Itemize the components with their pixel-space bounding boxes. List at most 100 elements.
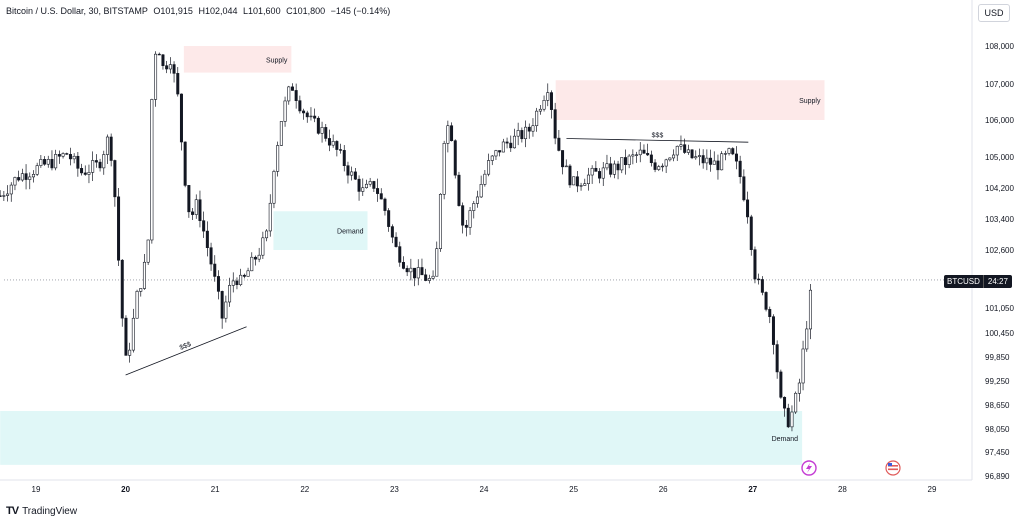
demand-zone-3 (0, 411, 803, 465)
candle (746, 191, 750, 224)
candle (242, 273, 246, 279)
candle (154, 51, 158, 107)
date-tick-label: 25 (569, 485, 578, 494)
candle (213, 255, 217, 282)
price-tick-label: 96,890 (985, 472, 1010, 481)
candle (405, 265, 409, 277)
candle (324, 124, 328, 142)
liquidity-label-1: $$$ (651, 132, 663, 139)
candle (635, 151, 639, 163)
candle (305, 110, 309, 123)
candle (76, 152, 80, 177)
candle (220, 290, 224, 329)
candle (216, 270, 220, 300)
candle (520, 127, 524, 143)
candle (760, 276, 764, 296)
demand-zone-label-3: Demand (772, 436, 799, 443)
candle (401, 256, 405, 270)
candle (516, 122, 520, 146)
date-tick-label: 23 (390, 485, 399, 494)
price-tag-symbol: BTCUSD (944, 275, 983, 288)
candle (309, 107, 313, 121)
candle (690, 149, 694, 160)
candle (538, 105, 542, 115)
candle (594, 161, 598, 172)
candle (598, 168, 602, 184)
candle (709, 149, 713, 172)
branding[interactable]: TV TradingView (6, 505, 77, 517)
candle (675, 145, 679, 161)
candle (72, 153, 76, 164)
candle (498, 150, 502, 157)
candle (631, 149, 635, 165)
liquidity-trendline-0 (125, 326, 247, 376)
supply-zone-0 (183, 46, 292, 73)
candle (483, 169, 487, 187)
candle (83, 165, 87, 176)
candle (98, 158, 102, 172)
candle (383, 197, 387, 216)
event-us-flag-icon[interactable] (885, 460, 901, 476)
candle (276, 141, 280, 177)
trendlines-layer: $$$ $$$ (4, 132, 944, 376)
candle (172, 61, 176, 83)
event-lightning-icon[interactable] (801, 460, 817, 476)
candle (109, 133, 113, 167)
candle (716, 154, 720, 180)
candle (779, 369, 783, 399)
price-axis[interactable]: 108,000 107,000 106,000 105,000 104,200 103,4… (971, 0, 1014, 481)
candle (509, 135, 513, 152)
candle (757, 273, 761, 285)
candle (657, 164, 661, 172)
candle (701, 149, 705, 169)
candle (742, 169, 746, 202)
candle (339, 143, 343, 154)
date-tick-label: 24 (480, 485, 489, 494)
candle (257, 247, 261, 263)
candle (601, 162, 605, 186)
candle (268, 194, 272, 237)
candle (660, 163, 664, 172)
candle (176, 67, 180, 97)
date-tick-label: 20 (121, 485, 130, 494)
candle (616, 160, 620, 180)
candle (57, 150, 61, 164)
candle (605, 154, 609, 171)
candle (316, 116, 320, 135)
supply-zone-1 (555, 80, 825, 120)
candle (424, 268, 428, 282)
candle (168, 57, 172, 74)
candle (720, 151, 724, 171)
candle (797, 378, 801, 402)
ohlc-close: C101,800 (286, 6, 326, 16)
candle (557, 130, 561, 152)
candle (801, 340, 805, 391)
currency-button[interactable]: USD (978, 4, 1010, 22)
candle (246, 267, 250, 277)
ohlc-low: L101,600 (243, 6, 281, 16)
time-axis[interactable]: 19 20 21 22 23 24 25 26 27 28 29 (0, 479, 972, 494)
candle (120, 259, 124, 327)
candle (131, 308, 135, 353)
candle (438, 193, 442, 252)
price-tick-label: 108,000 (985, 42, 1014, 51)
candle (298, 95, 302, 114)
candle (564, 159, 568, 168)
candle (627, 154, 631, 169)
candle (2, 191, 6, 201)
liquidity-trendline-1 (566, 138, 749, 143)
candle (361, 178, 365, 196)
candle (28, 172, 32, 190)
candle (46, 155, 50, 168)
candle (6, 185, 10, 202)
candle (734, 146, 738, 170)
candle (80, 163, 84, 176)
candle (335, 140, 339, 157)
candle (283, 96, 287, 127)
candle (250, 252, 254, 272)
candle (65, 152, 69, 155)
candle (442, 140, 446, 200)
candle (527, 123, 531, 139)
price-tick-label: 98,050 (985, 425, 1010, 434)
